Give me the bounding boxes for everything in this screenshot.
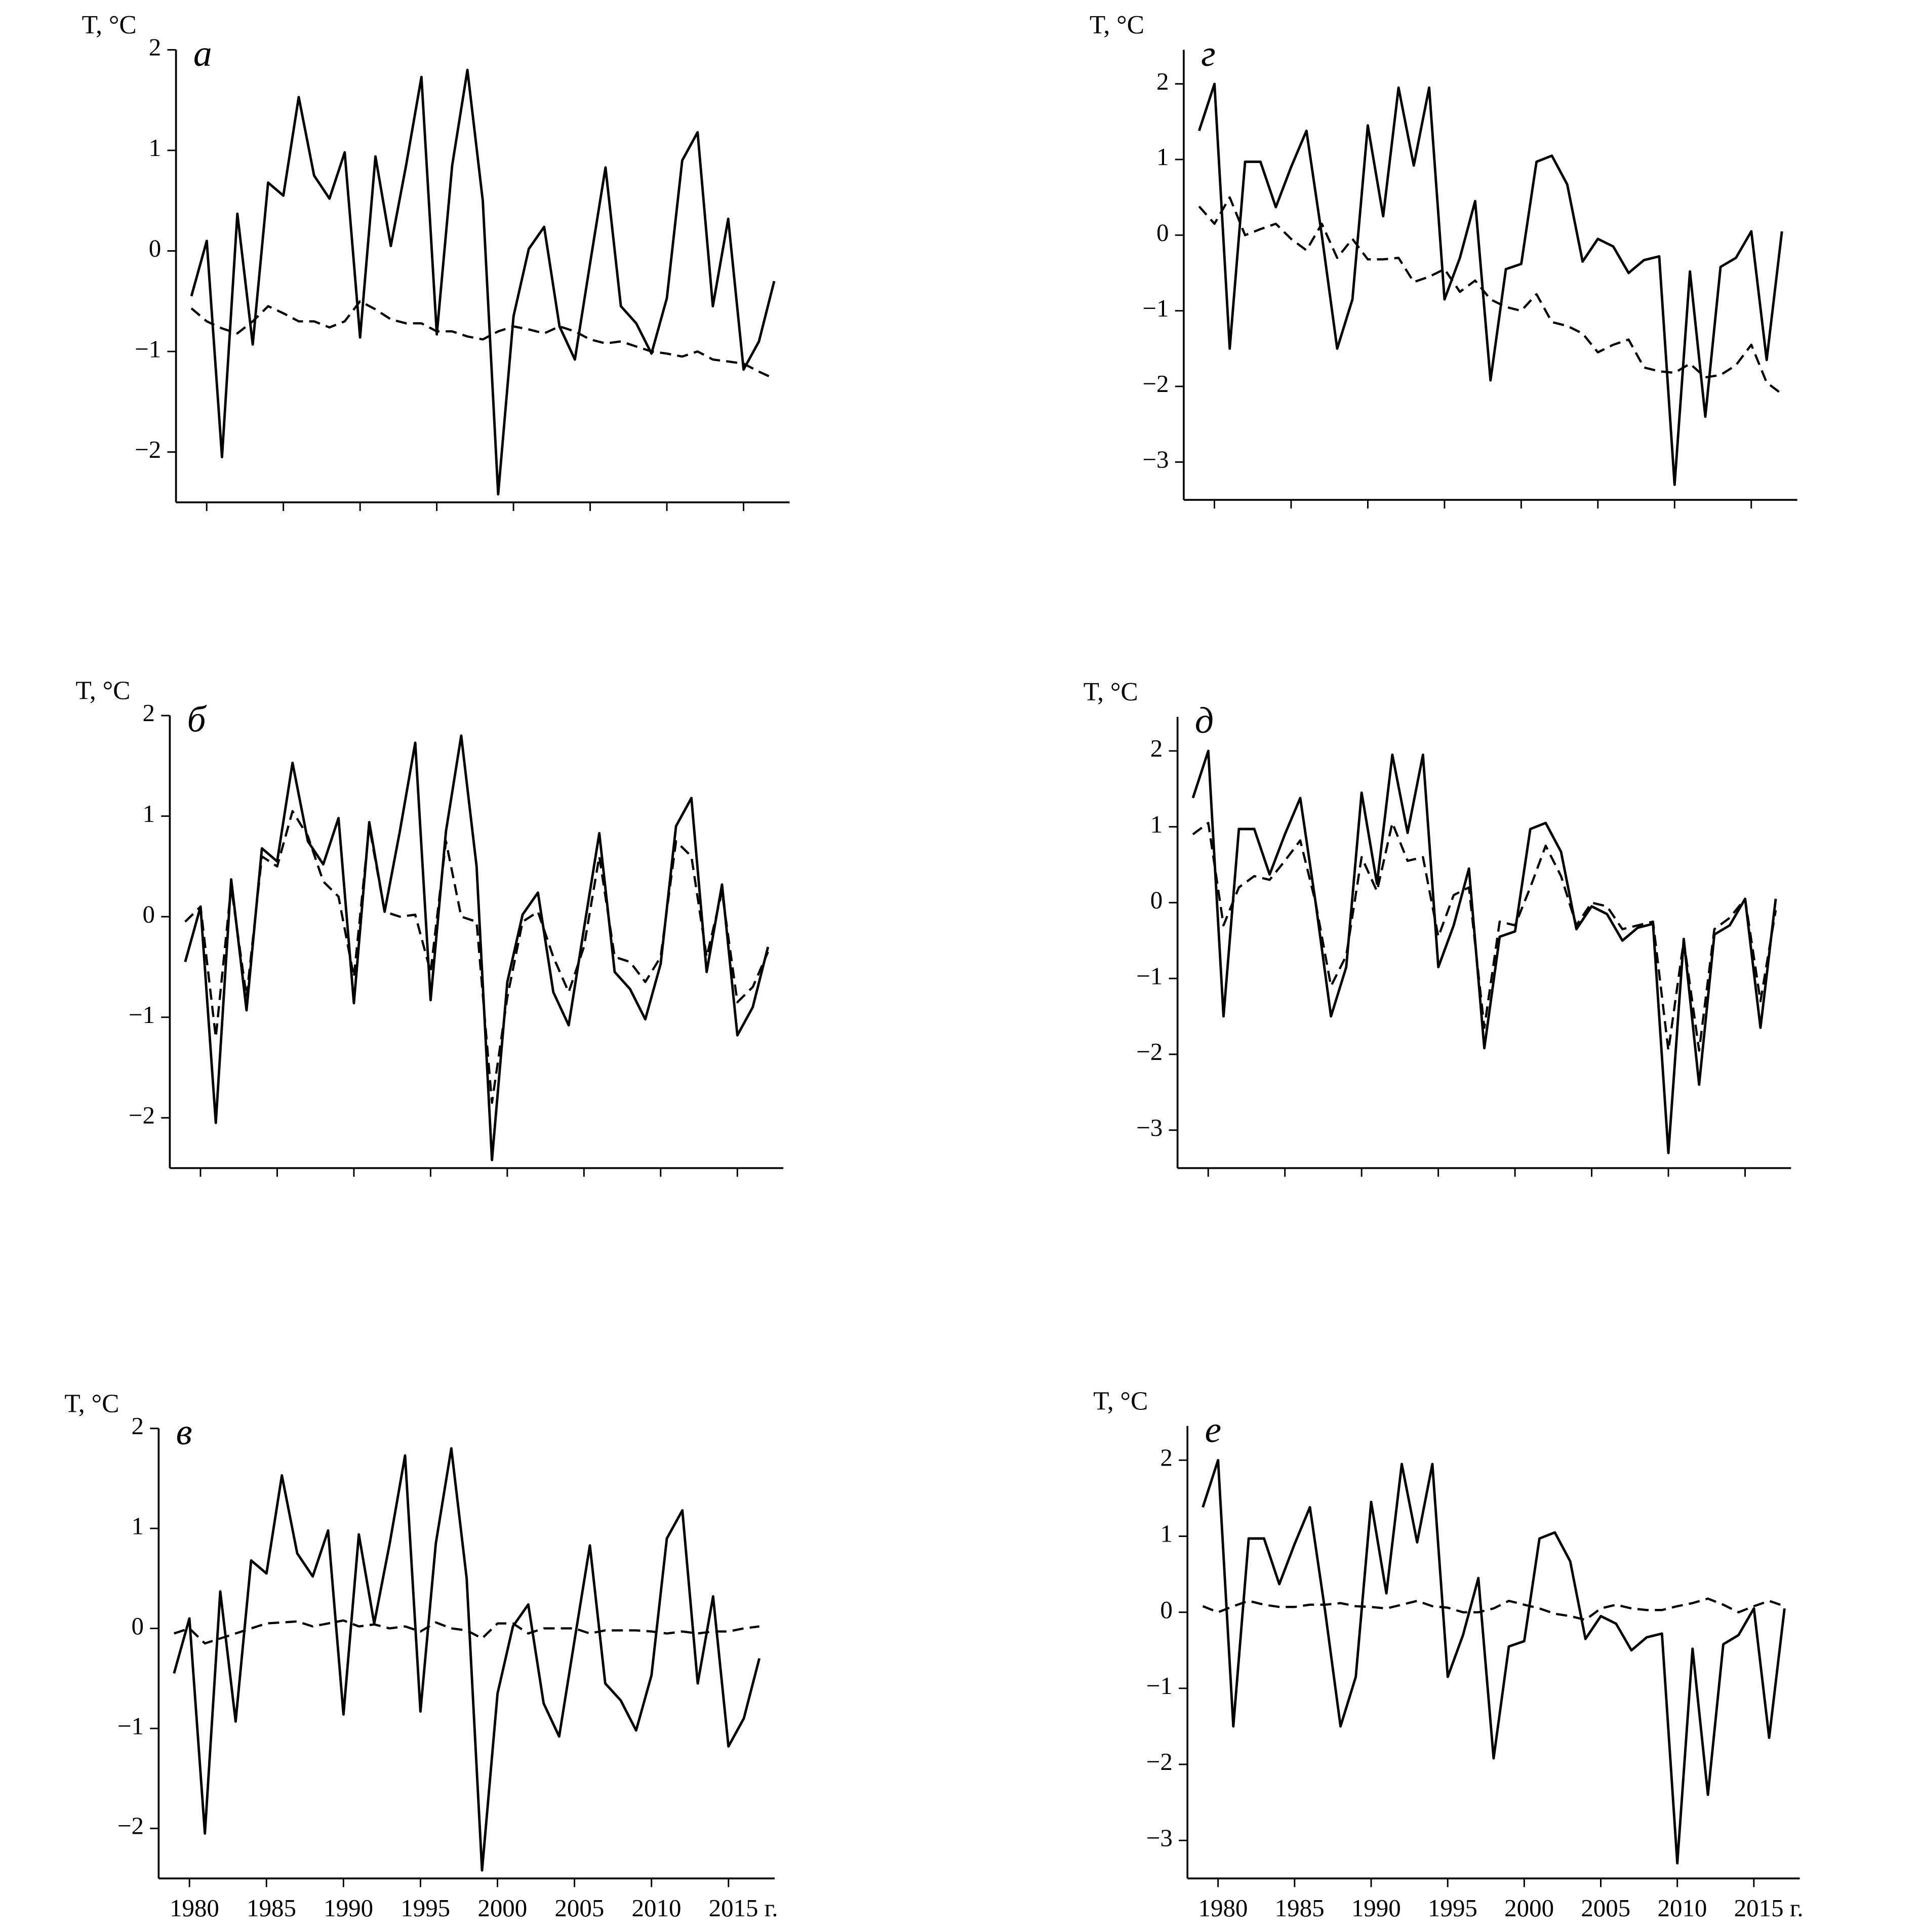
- solid-line: [1197, 83, 1783, 486]
- y-tick-label: 1: [1150, 810, 1163, 838]
- x-tick-label: 2005: [554, 1894, 604, 1922]
- y-tick-label: 2: [131, 1412, 143, 1440]
- y-tick-label: 0: [1160, 1596, 1172, 1624]
- x-tick-label: 1990: [1351, 1894, 1401, 1922]
- y-tick-label: −2: [135, 436, 161, 463]
- y-axis-label: T, °C: [1090, 11, 1144, 40]
- panel-letter: е: [1205, 1409, 1221, 1450]
- y-tick-label: −1: [1136, 962, 1163, 990]
- y-tick-label: 0: [1156, 219, 1169, 247]
- solid-line: [184, 734, 770, 1162]
- y-tick-label: −2: [1136, 1038, 1163, 1066]
- y-axis-label: T, °C: [75, 677, 130, 705]
- x-tick-label: 2015 г.: [709, 1894, 778, 1922]
- panel: б T, °C 2 1 0 −1 −2: [75, 677, 784, 1177]
- y-tick-label: −2: [117, 1812, 144, 1840]
- y-tick-label: 1: [1160, 1520, 1172, 1548]
- y-tick-label: 1: [131, 1512, 143, 1540]
- y-axis-label: T, °C: [64, 1389, 119, 1418]
- panel-letter: в: [176, 1411, 192, 1452]
- panel-letter: а: [193, 33, 212, 74]
- panel: е T, °C 2 1 0 −1 −2 −3 1980 1985 1990 1995 2000 2005 2…: [1093, 1387, 1803, 1922]
- y-tick-label: −1: [1142, 294, 1169, 322]
- y-axis-label: T, °C: [1084, 678, 1138, 706]
- y-tick-label: 0: [131, 1612, 143, 1640]
- y-tick-label: −2: [1142, 370, 1169, 398]
- y-tick-label: 0: [1150, 886, 1163, 914]
- y-tick-label: 2: [149, 33, 161, 61]
- panel-letter: д: [1195, 700, 1214, 741]
- y-tick-label: 1: [143, 800, 155, 827]
- x-tick-label: 1985: [1275, 1894, 1325, 1922]
- y-tick-label: −2: [1146, 1748, 1173, 1776]
- y-tick-label: 0: [143, 900, 155, 928]
- solid-line: [190, 68, 776, 496]
- y-tick-label: −3: [1146, 1824, 1173, 1851]
- x-tick-label: 1995: [401, 1894, 450, 1922]
- solid-line: [1191, 750, 1777, 1155]
- x-tick-label: 2000: [1504, 1894, 1554, 1922]
- dashed-line: [1198, 196, 1783, 395]
- dashed-line: [190, 300, 775, 380]
- panel: а T, °C 2 1 0 −1 −2: [82, 11, 790, 511]
- y-tick-label: −1: [129, 1001, 155, 1029]
- x-tick-label: 1995: [1428, 1894, 1477, 1922]
- panel: д T, °C 2 1 0 −1 −2 −3: [1084, 678, 1791, 1177]
- x-tick-label: 1990: [324, 1894, 373, 1922]
- y-tick-label: −1: [1146, 1672, 1173, 1700]
- y-tick-label: −1: [117, 1712, 144, 1740]
- y-tick-label: −2: [129, 1101, 155, 1129]
- y-tick-label: 1: [1156, 143, 1169, 171]
- y-tick-label: 2: [1156, 67, 1169, 95]
- y-tick-label: 2: [1160, 1444, 1172, 1472]
- y-tick-label: 1: [149, 134, 161, 162]
- dashed-line: [1202, 1597, 1785, 1621]
- x-tick-label: 2010: [632, 1894, 682, 1922]
- panel: г T, °C 2 1 0 −1 −2 −3: [1090, 11, 1797, 509]
- solid-line: [1202, 1458, 1786, 1865]
- x-tick-label: 1985: [247, 1894, 296, 1922]
- y-tick-label: −1: [135, 335, 161, 363]
- x-tick-label: 1980: [1198, 1894, 1248, 1922]
- solid-line: [173, 1447, 761, 1872]
- y-axis-label: T, °C: [82, 11, 137, 40]
- y-tick-label: −3: [1142, 446, 1169, 474]
- y-tick-label: −3: [1136, 1114, 1163, 1141]
- x-tick-label: 2010: [1658, 1894, 1707, 1922]
- x-tick-label: 2015 г.: [1734, 1894, 1804, 1922]
- dashed-line: [1192, 821, 1777, 1052]
- y-tick-label: 0: [149, 234, 161, 262]
- panel: в T, °C 2 1 0 −1 −2 1980 1985 1990 1995 2000 2005 201…: [64, 1389, 778, 1922]
- x-tick-label: 2000: [477, 1894, 527, 1922]
- x-tick-label: 1980: [170, 1894, 219, 1922]
- panel-letter: б: [187, 699, 207, 740]
- y-axis-label: T, °C: [1093, 1387, 1148, 1415]
- y-tick-label: 2: [1150, 734, 1163, 762]
- dashed-line: [184, 810, 769, 1104]
- y-tick-label: 2: [143, 699, 155, 727]
- dashed-line: [174, 1619, 759, 1645]
- panel-letter: г: [1201, 33, 1216, 74]
- x-tick-label: 2005: [1581, 1894, 1630, 1922]
